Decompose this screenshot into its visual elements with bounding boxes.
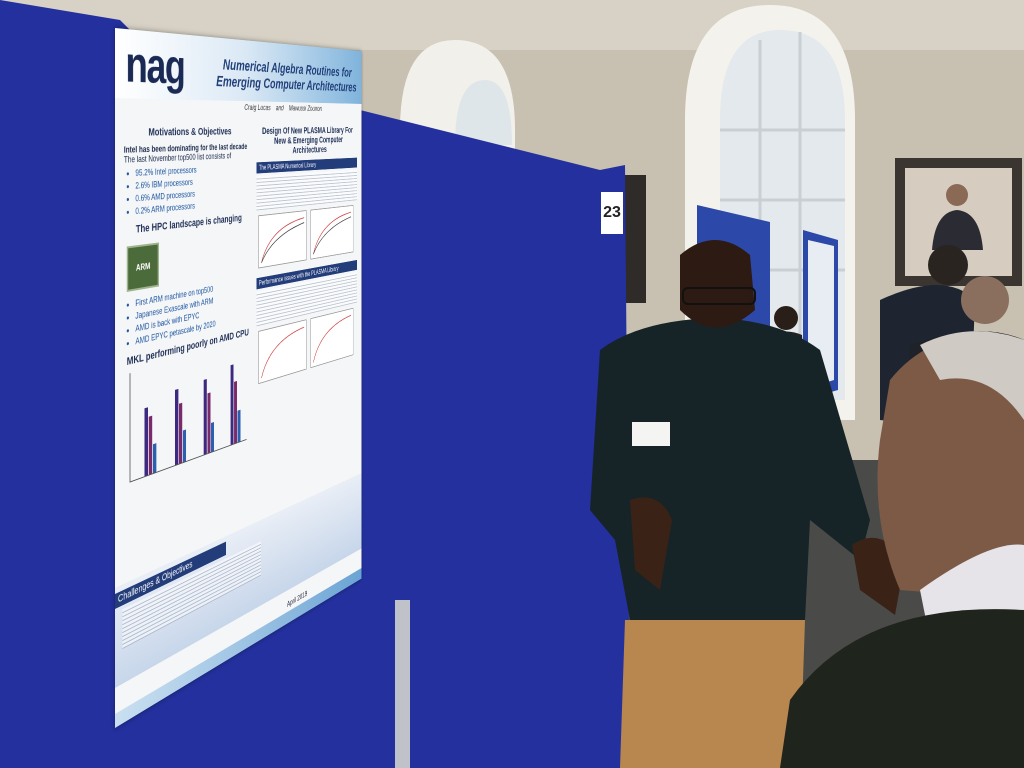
section-heading: Design Of New PLASMA Library For New & E… — [262, 125, 353, 156]
person-head — [774, 306, 798, 330]
listener-hair — [920, 331, 1024, 420]
text-block — [256, 169, 358, 211]
author: Mawussi Zounon — [288, 103, 322, 113]
plot — [310, 205, 354, 260]
mini-chart — [129, 343, 247, 483]
author: Craig Lucas — [244, 102, 271, 112]
right-column: Design Of New PLASMA Library For New & E… — [256, 123, 358, 389]
presenter-head — [680, 240, 755, 328]
plot — [310, 307, 354, 369]
portrait-head — [946, 184, 968, 206]
section-heading: The HPC landscape is changing — [135, 212, 242, 236]
presenter-trousers — [620, 620, 805, 768]
portrait-body — [932, 210, 983, 250]
plot — [258, 319, 307, 385]
person-head — [928, 245, 968, 285]
board-stand — [395, 600, 410, 768]
author-join: and — [275, 103, 284, 113]
listener-head — [877, 334, 1024, 600]
left-column: Motivations & Objectives Intel has been … — [124, 123, 251, 489]
wall-frame — [622, 175, 646, 303]
listener-jacket — [780, 609, 1024, 768]
name-badge — [632, 422, 670, 446]
section-heading: Motivations & Objectives — [148, 126, 232, 139]
logo: nag — [125, 35, 185, 96]
bullet-list: 95.2% Intel processors2.6% IBM processor… — [124, 163, 251, 218]
presenter-hand — [630, 497, 672, 590]
plot — [258, 210, 307, 269]
person-head — [961, 276, 1009, 324]
chip-image: ARM — [126, 242, 160, 292]
window-glass — [455, 80, 512, 145]
glasses — [682, 287, 756, 305]
authors: Craig Lucas and Mawussi Zounon — [244, 103, 326, 113]
booth-number: 23 — [601, 192, 623, 234]
